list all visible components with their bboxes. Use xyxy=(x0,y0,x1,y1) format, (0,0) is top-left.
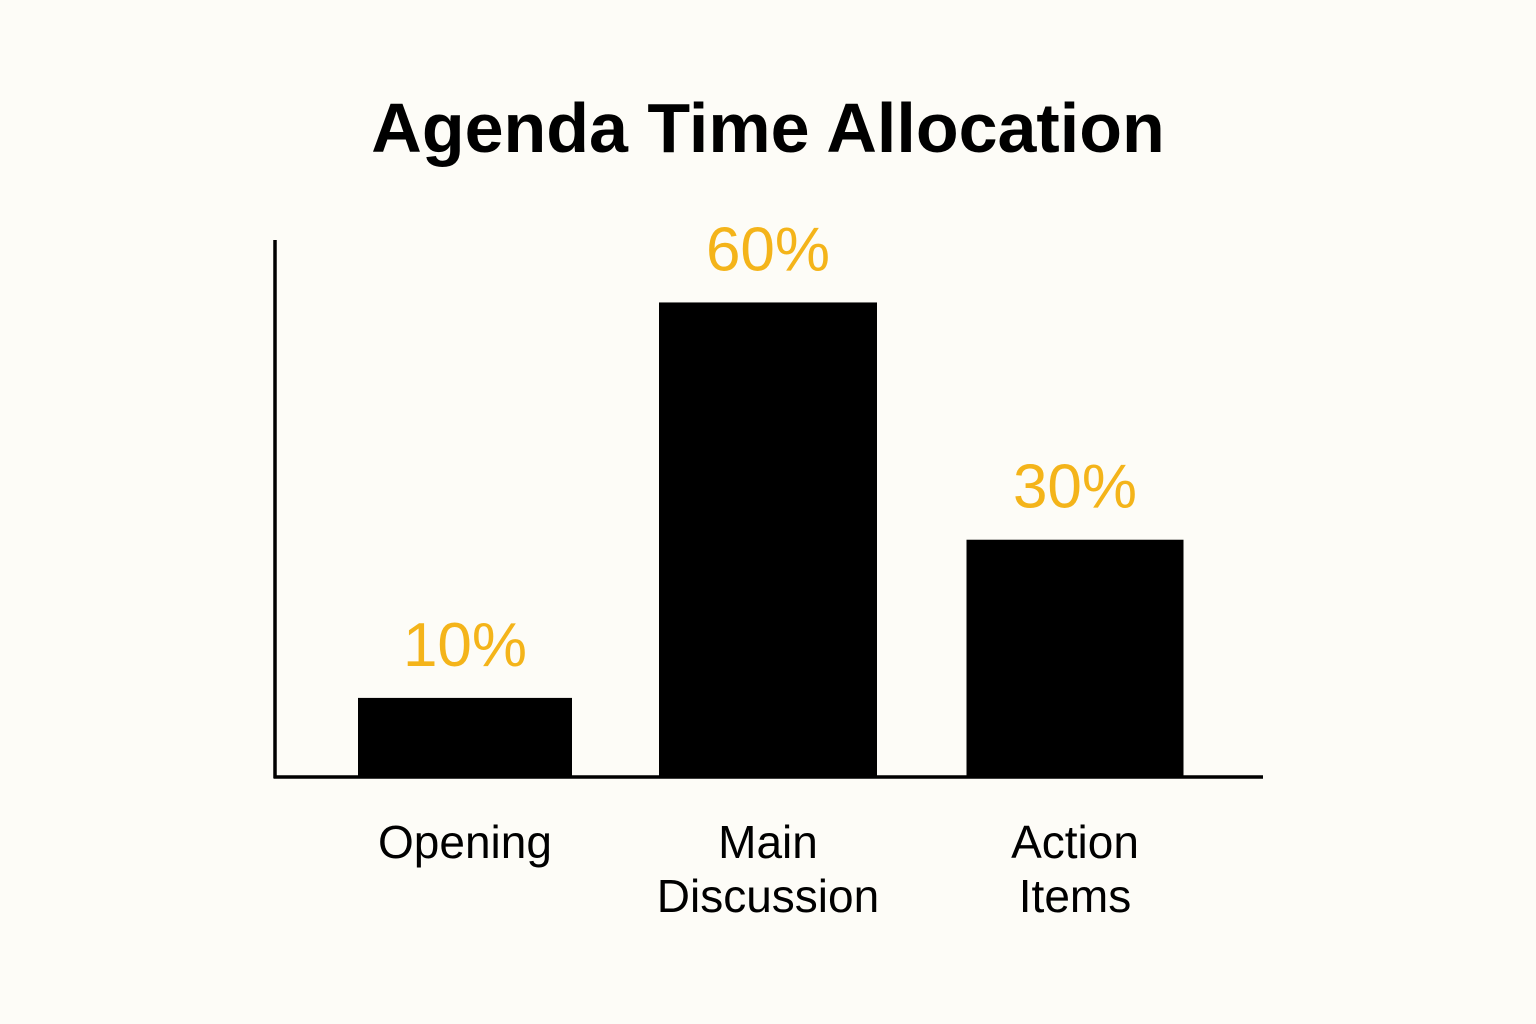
bar-0 xyxy=(358,697,572,777)
category-label-2-0: Action xyxy=(1011,816,1139,868)
value-label-0: 10% xyxy=(403,611,527,680)
chart-title: Agenda Time Allocation xyxy=(371,89,1164,167)
category-label-1-1: Discussion xyxy=(657,870,879,922)
bar-2 xyxy=(966,539,1184,777)
value-label-group: 10% 60% 30% xyxy=(403,215,1137,679)
value-label-1: 60% xyxy=(706,215,830,284)
value-label-2: 30% xyxy=(1013,453,1137,522)
bar-1 xyxy=(659,302,877,777)
category-label-1-0: Main xyxy=(718,816,818,868)
category-label-2-1: Items xyxy=(1019,870,1131,922)
category-label-0-0: Opening xyxy=(378,816,552,868)
bar-group xyxy=(358,302,1184,777)
